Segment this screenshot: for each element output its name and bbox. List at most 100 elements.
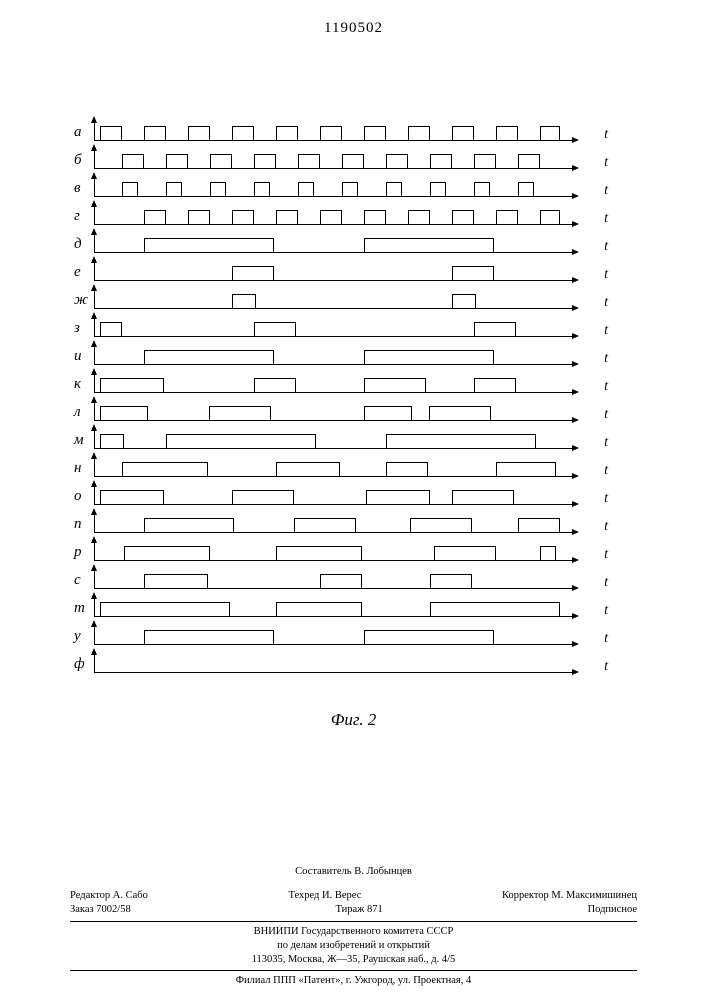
pulse bbox=[232, 266, 274, 280]
pulse bbox=[144, 630, 274, 644]
signal-label: у bbox=[74, 628, 81, 645]
pulse bbox=[540, 126, 560, 140]
signal-row-19: фt bbox=[94, 650, 594, 678]
footer-order: Заказ 7002/58 bbox=[70, 903, 131, 917]
pulse bbox=[298, 154, 320, 168]
pulse bbox=[122, 154, 144, 168]
signal-label: т bbox=[74, 600, 85, 617]
pulse bbox=[452, 294, 476, 308]
pulse bbox=[188, 126, 210, 140]
pulse bbox=[144, 126, 166, 140]
pulse bbox=[366, 490, 430, 504]
pulse bbox=[364, 630, 494, 644]
pulse bbox=[364, 126, 386, 140]
pulse bbox=[496, 462, 556, 476]
signal-label: б bbox=[74, 152, 82, 169]
footer-techred: Техред И. Верес bbox=[289, 889, 362, 903]
time-axis-label: t bbox=[604, 435, 608, 451]
pulse bbox=[540, 210, 560, 224]
time-axis-label: t bbox=[604, 659, 608, 675]
pulse bbox=[430, 574, 472, 588]
footer-filial: Филиал ППП «Патент», г. Ужгород, ул. Про… bbox=[70, 974, 637, 988]
signal-row-0: аt bbox=[94, 118, 594, 146]
document-number: 1190502 bbox=[0, 20, 707, 37]
pulse bbox=[166, 434, 316, 448]
pulse bbox=[122, 182, 138, 196]
footer-editor: Редактор А. Сабо bbox=[70, 889, 148, 903]
pulse bbox=[518, 518, 560, 532]
pulse bbox=[474, 154, 496, 168]
pulse bbox=[276, 546, 362, 560]
pulse bbox=[210, 154, 232, 168]
footer-org: ВНИИПИ Государственного комитета СССР bbox=[70, 925, 637, 939]
time-axis-label: t bbox=[604, 519, 608, 535]
pulse bbox=[496, 210, 518, 224]
signal-row-15: рt bbox=[94, 538, 594, 566]
pulse bbox=[320, 574, 362, 588]
pulse bbox=[100, 322, 122, 336]
timing-diagram: аtбtвtгtдtеtжtзtиtкtлtмtнtоtпtрtсtтtуtфt bbox=[94, 118, 594, 678]
pulse bbox=[386, 182, 402, 196]
pulse bbox=[430, 154, 452, 168]
signal-label: д bbox=[74, 236, 82, 253]
pulse bbox=[540, 546, 556, 560]
pulse bbox=[100, 602, 230, 616]
pulse bbox=[434, 546, 496, 560]
footer-org2: по делам изобретений и открытий bbox=[70, 939, 637, 953]
pulse bbox=[386, 462, 428, 476]
signal-row-8: иt bbox=[94, 342, 594, 370]
figure-caption: Фиг. 2 bbox=[0, 710, 707, 730]
pulse bbox=[144, 574, 208, 588]
time-axis-label: t bbox=[604, 183, 608, 199]
pulse bbox=[188, 210, 210, 224]
pulse bbox=[122, 462, 208, 476]
signal-row-12: нt bbox=[94, 454, 594, 482]
signal-label: р bbox=[74, 544, 82, 561]
footer-compiler: Составитель В. Лобынцев bbox=[70, 865, 637, 879]
pulse bbox=[518, 182, 534, 196]
pulse bbox=[518, 154, 540, 168]
signal-row-11: мt bbox=[94, 426, 594, 454]
signal-row-14: пt bbox=[94, 510, 594, 538]
pulse bbox=[386, 434, 536, 448]
time-axis-label: t bbox=[604, 239, 608, 255]
time-axis-label: t bbox=[604, 463, 608, 479]
pulse bbox=[452, 266, 494, 280]
time-axis-label: t bbox=[604, 127, 608, 143]
signal-label: с bbox=[74, 572, 81, 589]
pulse bbox=[342, 154, 364, 168]
signal-label: з bbox=[74, 320, 80, 337]
pulse bbox=[474, 322, 516, 336]
pulse bbox=[254, 378, 296, 392]
pulse bbox=[429, 406, 491, 420]
pulse bbox=[474, 182, 490, 196]
pulse bbox=[232, 294, 256, 308]
pulse bbox=[100, 434, 124, 448]
pulse bbox=[144, 210, 166, 224]
time-axis-label: t bbox=[604, 379, 608, 395]
pulse bbox=[144, 350, 274, 364]
pulse bbox=[100, 126, 122, 140]
pulse bbox=[364, 350, 494, 364]
time-axis-label: t bbox=[604, 155, 608, 171]
pulse bbox=[232, 490, 294, 504]
signal-label: м bbox=[74, 432, 84, 449]
pulse bbox=[496, 126, 518, 140]
signal-label: ф bbox=[74, 656, 85, 673]
pulse bbox=[452, 490, 514, 504]
pulse bbox=[100, 406, 148, 420]
pulse bbox=[124, 546, 210, 560]
footer-corrector: Корректор М. Максимишинец bbox=[502, 889, 637, 903]
pulse bbox=[254, 322, 296, 336]
time-axis-label: t bbox=[604, 491, 608, 507]
time-axis-label: t bbox=[604, 603, 608, 619]
signal-label: к bbox=[74, 376, 81, 393]
time-axis-label: t bbox=[604, 407, 608, 423]
pulse bbox=[408, 126, 430, 140]
time-axis-label: t bbox=[604, 547, 608, 563]
signal-row-13: оt bbox=[94, 482, 594, 510]
pulse bbox=[276, 462, 340, 476]
signal-row-5: еt bbox=[94, 258, 594, 286]
time-axis-label: t bbox=[604, 631, 608, 647]
pulse bbox=[254, 182, 270, 196]
